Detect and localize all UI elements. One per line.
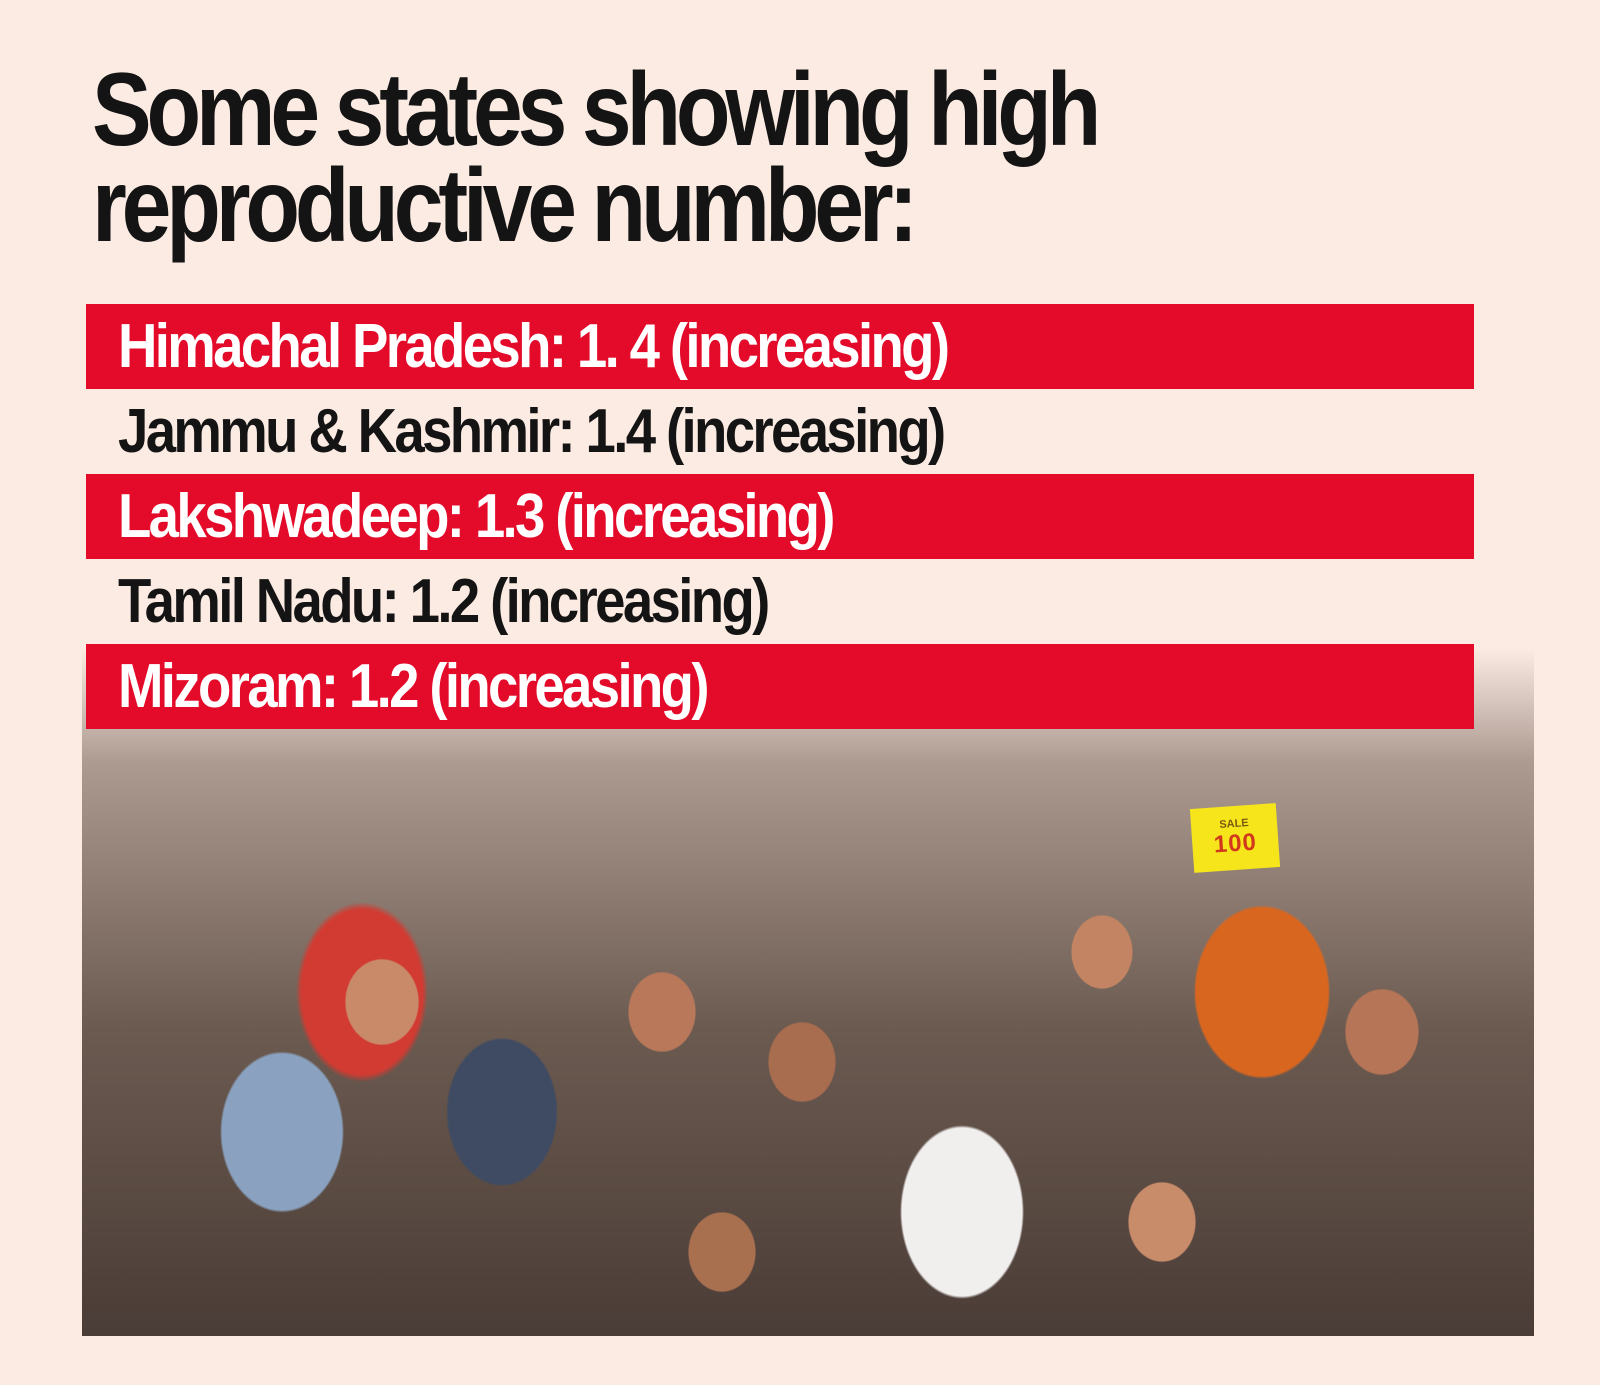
price-sign: SALE 100 [1189, 803, 1281, 873]
headline-line-2: reproductive number: [92, 148, 918, 264]
state-row-tamil-nadu: Tamil Nadu: 1.2 (increasing) [86, 559, 1474, 644]
state-row-jammu-kashmir: Jammu & Kashmir: 1.4 (increasing) [86, 389, 1474, 474]
price-sign-caption: SALE [1218, 817, 1250, 832]
state-row-label: Himachal Pradesh: 1. 4 (increasing) [118, 312, 950, 381]
state-row-label: Tamil Nadu: 1.2 (increasing) [118, 567, 770, 636]
state-row-mizoram: Mizoram: 1.2 (increasing) [86, 644, 1474, 729]
price-sign-value: 100 [1212, 828, 1258, 859]
state-row-label: Lakshwadeep: 1.3 (increasing) [118, 482, 835, 551]
headline: Some states showing high reproductive nu… [92, 52, 1296, 264]
state-row-label: Jammu & Kashmir: 1.4 (increasing) [118, 397, 946, 466]
headline-line-1: Some states showing high [92, 52, 1101, 168]
state-row-label: Mizoram: 1.2 (increasing) [118, 652, 710, 721]
state-list: Himachal Pradesh: 1. 4 (increasing) Jamm… [86, 304, 1474, 729]
state-row-himachal-pradesh: Himachal Pradesh: 1. 4 (increasing) [86, 304, 1474, 389]
state-row-lakshwadeep: Lakshwadeep: 1.3 (increasing) [86, 474, 1474, 559]
